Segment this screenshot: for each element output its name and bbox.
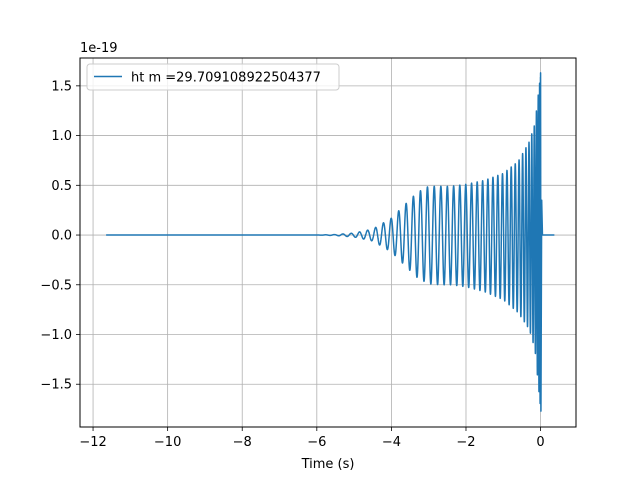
legend-box [86, 63, 340, 91]
x-tick-label: −2 [456, 435, 475, 450]
x-tick-label: −6 [307, 435, 326, 450]
series-line [106, 72, 555, 412]
x-tick-label: 0 [536, 435, 544, 450]
y-tick-label: 1.0 [51, 129, 72, 144]
y-tick-label: 0.5 [51, 179, 72, 194]
x-tick-label: −12 [79, 435, 106, 450]
y-tick-label: 1.5 [51, 79, 72, 94]
x-tick-label: −10 [154, 435, 181, 450]
legend: ht m =29.709108922504377 [86, 63, 340, 91]
y-tick-label: 0.0 [51, 229, 72, 244]
x-tick-label: −4 [382, 435, 401, 450]
x-axis-label: Time (s) [301, 457, 355, 472]
y-tick-label: −1.0 [40, 328, 72, 343]
y-tick-label: −1.5 [40, 378, 72, 393]
x-tick-label: −8 [233, 435, 252, 450]
y-tick-label: −0.5 [40, 278, 72, 293]
ticks-layer: −12 −10 −8 −6 −4 −2 0 −1.5 −1.0 −0.5 0.0 0.5 1.0 1.5 [40, 79, 544, 450]
plot-frame [79, 57, 577, 428]
y-offset-label: 1e-19 [80, 41, 118, 56]
legend-label: ht m =29.709108922504377 [131, 71, 321, 86]
series-layer [106, 72, 555, 412]
